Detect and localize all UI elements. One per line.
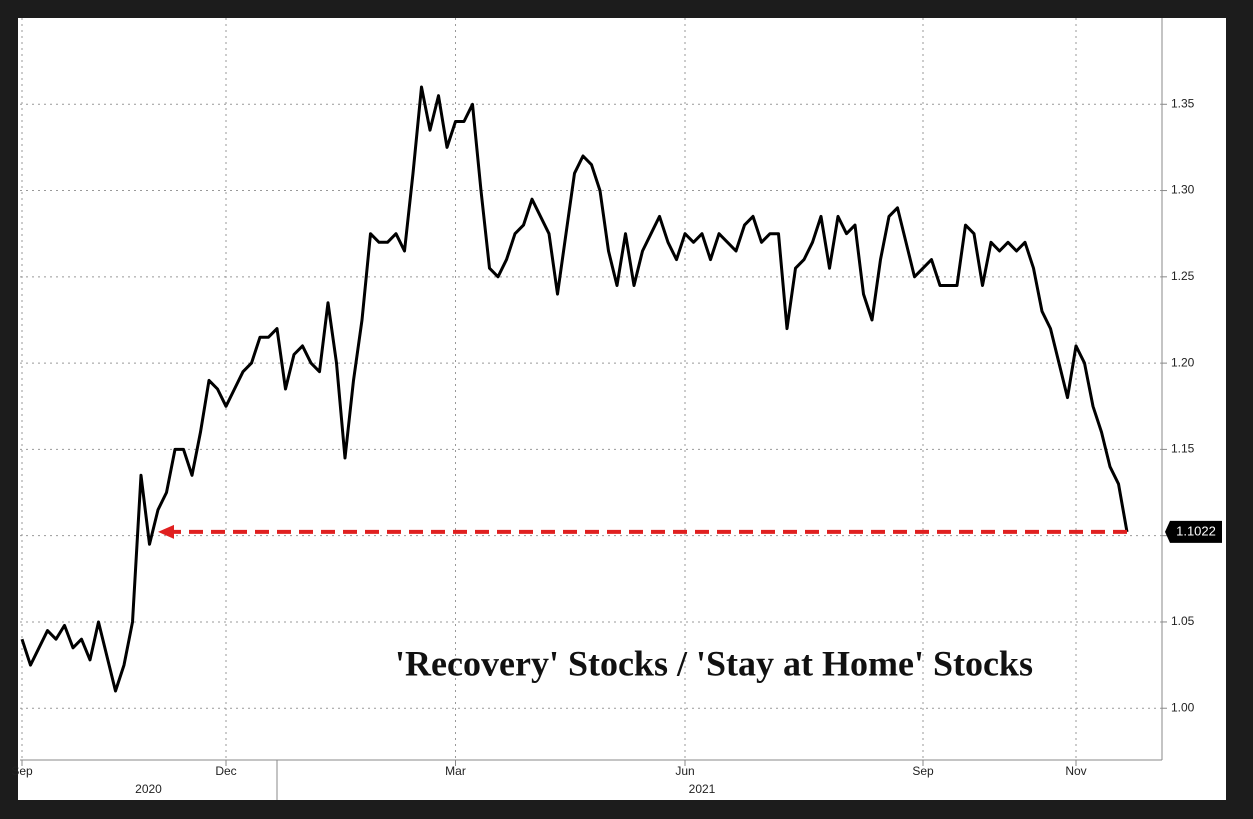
y-tick-label: 1.00 <box>1171 700 1195 714</box>
last-value-label: 1.1022 <box>1176 523 1216 538</box>
reference-arrow <box>158 524 1127 539</box>
x-tick-label: Nov <box>1065 764 1086 778</box>
x-tick-label: Mar <box>445 764 466 778</box>
x-tick-label: Sep <box>11 764 33 778</box>
annotation: 'Recovery' Stocks / 'Stay at Home' Stock… <box>395 643 1033 683</box>
plot-background <box>18 18 1226 800</box>
y-tick-label: 1.30 <box>1171 183 1195 197</box>
y-tick-label: 1.05 <box>1171 614 1195 628</box>
year-label: 2020 <box>135 782 162 796</box>
year-label: 2021 <box>689 782 716 796</box>
last-value-box <box>1165 520 1222 543</box>
y-tick-label: 1.20 <box>1171 355 1195 369</box>
arrow-head <box>158 524 174 539</box>
x-tick-label: Dec <box>215 764 236 778</box>
y-tick-label: 1.25 <box>1171 269 1195 283</box>
grid <box>20 18 1162 760</box>
y-tick-label: 1.15 <box>1171 442 1195 456</box>
x-tick-label: Jun <box>675 764 694 778</box>
line-series <box>20 85 1129 693</box>
x-tick-label: Sep <box>912 764 934 778</box>
y-tick-label: 1.35 <box>1171 96 1195 110</box>
